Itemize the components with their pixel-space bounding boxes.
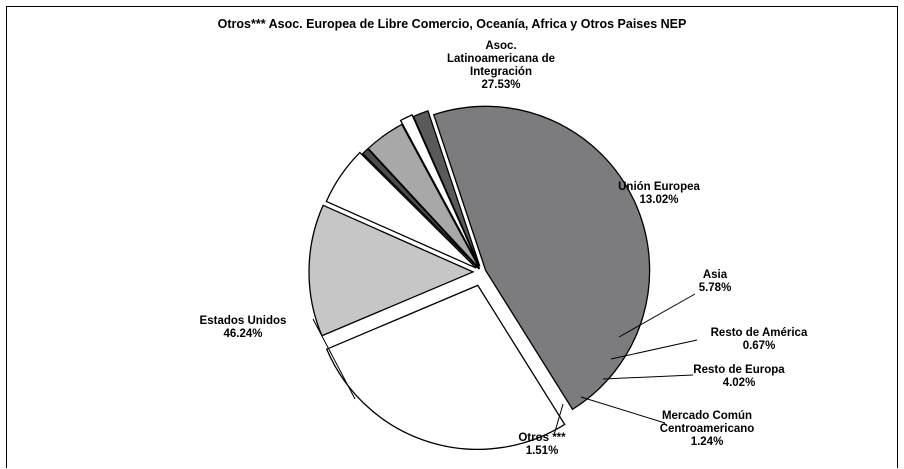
slice-value: 1.51% — [526, 445, 559, 457]
slice-label-line: Resto de América — [711, 327, 808, 339]
pie-slices — [308, 105, 651, 450]
slice-label-line: Unión Europea — [618, 181, 700, 193]
pie-chart: Otros*** Asoc. Europea de Libre Comercio… — [200, 17, 808, 457]
leader-line — [580, 396, 666, 424]
slice-label: Estados Unidos 46.24% — [200, 315, 287, 340]
slice-label-line: Otros *** — [518, 432, 566, 444]
slice-label: Resto de América 0.67% — [711, 327, 808, 352]
pie-labels: Asoc. Latinoamericana de Integración 27.53%… — [200, 40, 808, 457]
slice-value: 27.53% — [481, 79, 520, 91]
pie-slice — [308, 204, 475, 337]
slice-label-line: Latinoamericana de — [447, 53, 555, 65]
pie-slice — [325, 151, 477, 269]
slice-label-line: Asoc. — [485, 40, 516, 52]
slice-value: 4.02% — [723, 377, 756, 389]
slice-label: Mercado Común Centroamericano 1.24% — [660, 410, 755, 448]
slice-label: Asia 5.78% — [699, 269, 732, 294]
slice-label: Unión Europea 13.02% — [618, 181, 700, 206]
slice-label-line: Centroamericano — [660, 423, 755, 435]
leader-line — [602, 374, 694, 380]
slice-label-line: Asia — [703, 269, 728, 281]
slice-value: 0.67% — [743, 340, 776, 352]
chart-frame: Otros*** Asoc. Europea de Libre Comercio… — [6, 6, 898, 468]
slice-value: 1.24% — [691, 436, 724, 448]
pie-slice — [367, 123, 481, 270]
leader-line — [312, 318, 356, 400]
leader-line — [553, 403, 564, 436]
slice-value: 13.02% — [639, 194, 678, 206]
slice-label: Asoc. Latinoamericana de Integración 27.53% — [447, 40, 555, 91]
slice-label-line: Mercado Común — [662, 410, 752, 422]
slice-label-line: Estados Unidos — [200, 315, 287, 327]
pie-slice — [399, 114, 480, 266]
slice-label: Otros *** 1.51% — [518, 432, 566, 457]
slice-label-line: Integración — [470, 66, 532, 78]
slice-value: 46.24% — [223, 328, 262, 340]
chart-title: Otros*** Asoc. Europea de Libre Comercio… — [218, 17, 687, 31]
pie-slice — [412, 110, 481, 267]
pie-slice — [432, 105, 651, 411]
slice-label-line: Resto de Europa — [693, 364, 785, 376]
pie-slice — [325, 284, 566, 450]
slice-value: 5.78% — [699, 282, 732, 294]
leader-line — [618, 293, 696, 338]
slice-label: Resto de Europa 4.02% — [693, 364, 785, 389]
leader-line — [610, 339, 698, 360]
